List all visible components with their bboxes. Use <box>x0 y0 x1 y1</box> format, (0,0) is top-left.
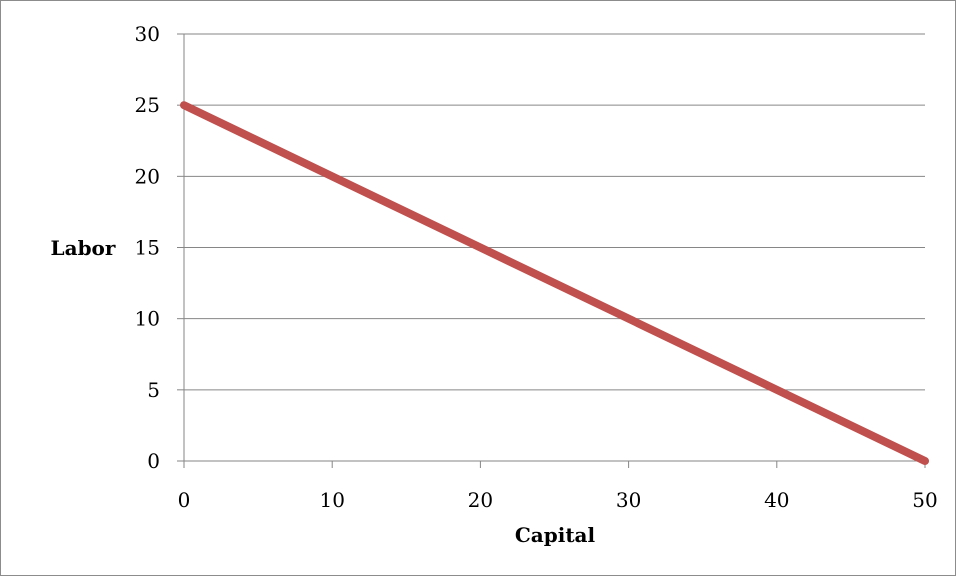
y-tick-label-15: 15 <box>135 236 160 260</box>
y-tick-label-25: 25 <box>135 93 160 117</box>
grid-lines <box>184 33 925 391</box>
x-tick-label-30: 30 <box>616 488 641 512</box>
y-axis-title: Labor <box>51 236 116 260</box>
x-tick-label-20: 20 <box>468 488 493 512</box>
y-tick-label-20: 20 <box>135 164 160 188</box>
tick-labels: 0 5 10 15 20 25 30 0 10 20 30 40 50 <box>135 22 938 512</box>
y-tick-label-30: 30 <box>135 22 160 46</box>
y-tick-label-0: 0 <box>147 449 160 473</box>
x-tick-label-10: 10 <box>319 488 344 512</box>
x-axis-title: Capital <box>515 523 596 547</box>
series-line-0 <box>180 101 929 465</box>
y-tick-label-5: 5 <box>147 378 160 402</box>
series-layer <box>180 101 929 465</box>
x-tick-label-0: 0 <box>178 488 191 512</box>
y-tick-label-10: 10 <box>135 307 160 331</box>
x-tick-label-40: 40 <box>764 488 789 512</box>
x-tick-label-50: 50 <box>912 488 937 512</box>
